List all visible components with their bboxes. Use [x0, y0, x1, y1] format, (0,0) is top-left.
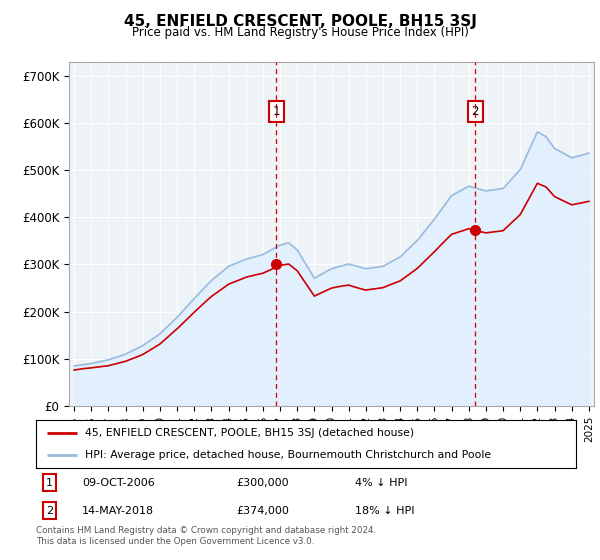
Text: 09-OCT-2006: 09-OCT-2006 — [82, 478, 155, 488]
Text: 45, ENFIELD CRESCENT, POOLE, BH15 3SJ (detached house): 45, ENFIELD CRESCENT, POOLE, BH15 3SJ (d… — [85, 428, 414, 438]
Text: 14-MAY-2018: 14-MAY-2018 — [82, 506, 154, 516]
Text: 4% ↓ HPI: 4% ↓ HPI — [355, 478, 407, 488]
Text: £374,000: £374,000 — [236, 506, 289, 516]
Text: 2: 2 — [46, 506, 53, 516]
Text: Contains HM Land Registry data © Crown copyright and database right 2024.
This d: Contains HM Land Registry data © Crown c… — [36, 526, 376, 546]
Text: 18% ↓ HPI: 18% ↓ HPI — [355, 506, 414, 516]
Text: HPI: Average price, detached house, Bournemouth Christchurch and Poole: HPI: Average price, detached house, Bour… — [85, 450, 491, 460]
Text: 1: 1 — [272, 105, 280, 118]
Text: 1: 1 — [46, 478, 53, 488]
Text: 2: 2 — [472, 105, 479, 118]
Text: Price paid vs. HM Land Registry's House Price Index (HPI): Price paid vs. HM Land Registry's House … — [131, 26, 469, 39]
Text: 45, ENFIELD CRESCENT, POOLE, BH15 3SJ: 45, ENFIELD CRESCENT, POOLE, BH15 3SJ — [124, 14, 476, 29]
Text: £300,000: £300,000 — [236, 478, 289, 488]
